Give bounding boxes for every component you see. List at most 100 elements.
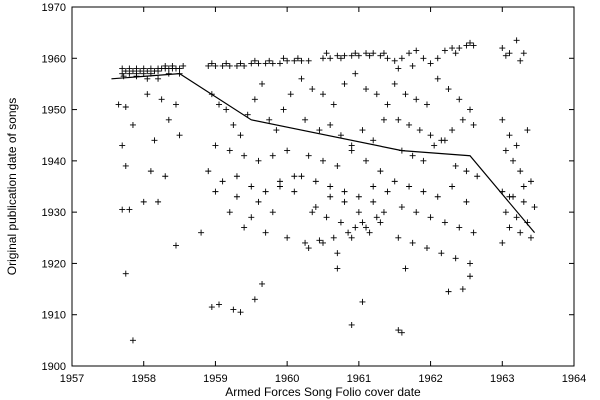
data-point-marker [427,214,434,221]
x-tick-label: 1963 [490,373,514,385]
data-point-marker [119,206,126,213]
data-point-marker [441,219,448,226]
data-point-marker [147,65,154,72]
data-point-marker [506,50,513,57]
data-point-marker [251,57,258,64]
data-point-marker [341,188,348,195]
data-point-marker [219,62,226,69]
data-point-marker [341,198,348,205]
data-point-marker [334,265,341,272]
data-point-marker [348,142,355,149]
data-point-marker [298,173,305,180]
data-point-marker [513,214,520,221]
data-point-marker [434,75,441,82]
data-point-marker [309,86,316,93]
data-point-marker [355,193,362,200]
data-point-marker [241,62,248,69]
data-point-marker [320,239,326,246]
data-point-marker [502,209,509,216]
data-point-marker [151,137,158,144]
data-point-marker [452,50,459,57]
data-point-marker [122,68,129,75]
data-point-marker [406,50,413,57]
data-point-marker [384,188,391,195]
data-point-marker [237,60,244,67]
data-point-marker [316,237,323,244]
data-point-marker [269,152,276,159]
data-point-marker [445,86,452,93]
data-point-marker [413,96,420,103]
data-point-marker [309,209,316,216]
data-point-marker [305,57,312,64]
data-point-marker [373,91,380,98]
data-point-marker [370,137,377,144]
plot-frame [71,6,575,367]
y-tick-label: 1960 [42,53,66,65]
data-point-marker [147,168,154,175]
x-tick-label: 1961 [347,373,371,385]
y-tick-label: 1940 [42,156,66,168]
data-point-marker [223,60,230,67]
data-point-marker [144,68,151,75]
data-point-marker [298,57,305,64]
data-point-marker [359,219,366,226]
data-point-marker [409,239,416,246]
data-point-marker [438,250,445,257]
data-point-marker [155,198,162,205]
data-point-marker [226,62,233,69]
data-point-marker [226,147,233,154]
data-point-marker [527,234,534,241]
data-point-marker [345,229,352,236]
data-point-marker [165,70,172,77]
data-point-marker [144,75,151,82]
data-point-marker [470,121,477,128]
data-point-marker [129,121,136,128]
data-point-marker [122,104,129,111]
data-point-marker [248,60,255,67]
data-point-marker [205,168,212,175]
data-point-marker [287,91,294,98]
data-point-marker [280,55,287,62]
data-point-marker [370,50,377,57]
data-point-marker [380,209,387,216]
data-point-marker [348,234,355,241]
data-point-marker [391,57,398,64]
data-point-marker [269,209,276,216]
data-point-marker [463,42,470,49]
data-point-marker [262,60,269,67]
x-tick-label: 1957 [60,373,84,385]
data-point-marker [502,52,509,59]
data-point-marker [162,173,169,180]
data-point-marker [327,121,334,128]
data-point-marker [273,127,280,134]
data-point-marker [391,80,398,87]
data-point-marker [456,45,463,52]
data-point-marker [366,52,373,59]
data-point-marker [158,96,165,103]
x-axis-label: Armed Forces Song Folio cover date [225,385,421,399]
data-point-marker [180,62,187,69]
data-point-marker [330,101,337,108]
data-point-marker [251,96,258,103]
data-point-marker [470,42,477,49]
data-point-marker [302,239,309,246]
data-point-marker [248,183,255,190]
data-point-marker [198,229,205,236]
data-point-marker [380,116,387,123]
data-point-marker [474,173,481,180]
data-point-marker [402,91,409,98]
data-point-marker [416,127,423,134]
data-point-marker [395,65,402,72]
data-point-marker [212,142,219,149]
y-tick-label: 1900 [42,361,66,373]
data-point-marker [276,183,283,190]
data-point-marker [520,50,527,57]
data-point-marker [226,209,233,216]
data-point-marker [366,229,373,236]
data-point-marker [449,45,456,52]
data-point-marker [398,329,405,336]
data-point-marker [255,157,262,164]
data-point-marker [126,65,133,72]
data-point-marker [302,116,309,123]
data-point-marker [463,198,470,205]
